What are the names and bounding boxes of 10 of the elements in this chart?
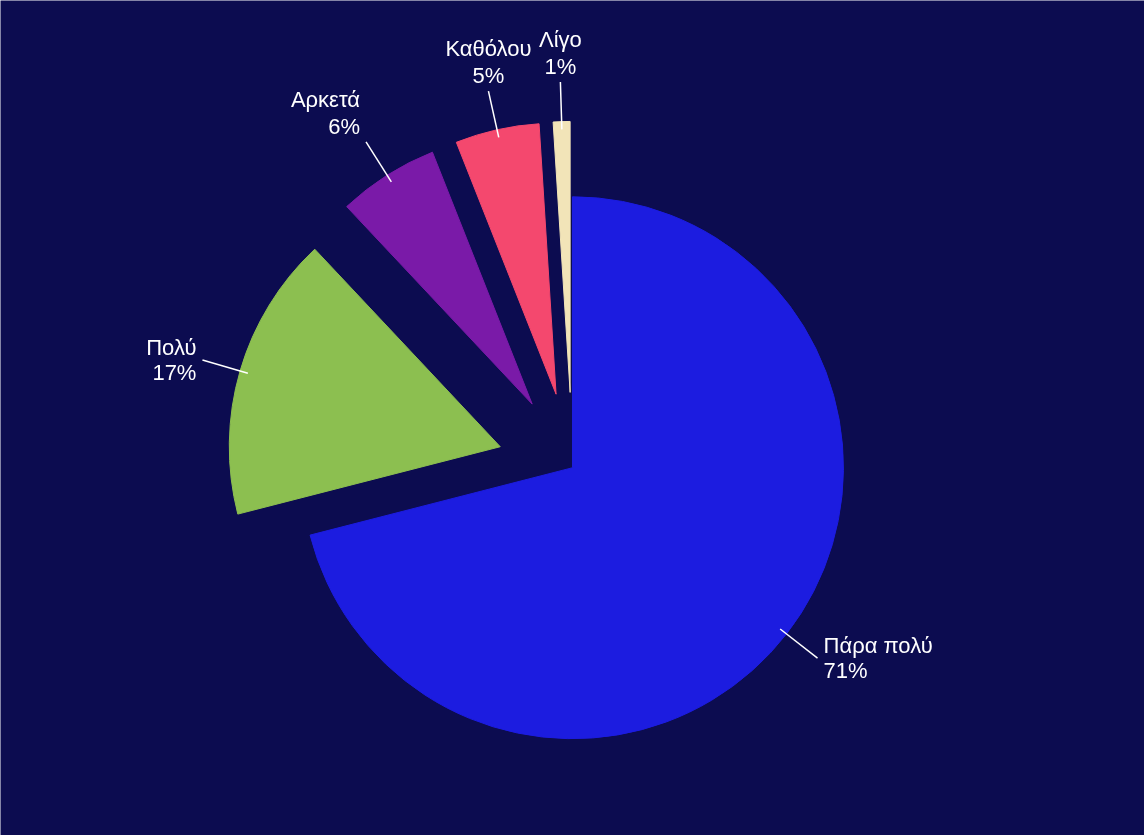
slice-label: Πάρα πολύ bbox=[823, 633, 933, 659]
slice-label: Αρκετά bbox=[290, 86, 361, 112]
data-label: 6% bbox=[328, 113, 360, 139]
data-label: 71% bbox=[823, 658, 868, 684]
slice-label: Λίγο bbox=[538, 26, 582, 52]
data-label: 5% bbox=[472, 63, 505, 89]
slice-label: Πολύ bbox=[146, 335, 197, 361]
data-label: 17% bbox=[152, 360, 197, 386]
slice-label: Καθόλου bbox=[445, 36, 532, 62]
data-label: 1% bbox=[544, 54, 577, 80]
